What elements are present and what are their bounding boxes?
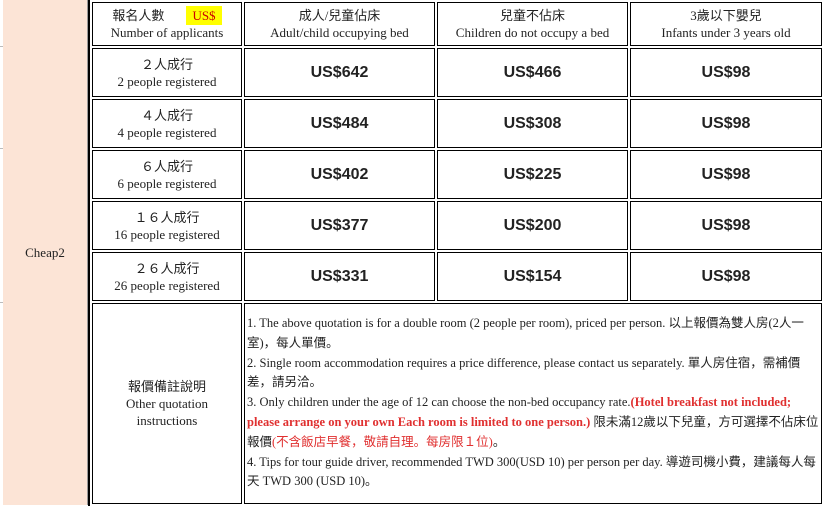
table-cell: １６人成行 16 people registered	[92, 201, 242, 250]
table-cell: US$642	[244, 48, 435, 97]
notes-text: 1. The above quotation is for a double r…	[244, 303, 822, 504]
notes-row: 報價備註說明 Other quotation instructions 1. The…	[92, 303, 822, 504]
table-row: ２人成行 2 people registered US$642 US$466 US$98	[92, 48, 822, 97]
header-adult: 成人/兒童佔床 Adult/child occupying bed	[244, 2, 435, 46]
table-row: ６人成行 6 people registered US$402 US$225 US$98	[92, 150, 822, 199]
table-cell: US$225	[437, 150, 628, 199]
table-cell: US$98	[630, 48, 822, 97]
row-gridline	[0, 148, 3, 149]
table-cell: ２人成行 2 people registered	[92, 48, 242, 97]
price-table: 報名人數 US$ Number of applicants 成人/兒童佔床 Adult…	[88, 0, 824, 506]
table-cell: US$154	[437, 252, 628, 301]
header-row: 報名人數 US$ Number of applicants 成人/兒童佔床 Adult…	[92, 2, 822, 46]
table-cell: US$466	[437, 48, 628, 97]
table-cell: US$98	[630, 150, 822, 199]
table-cell: US$308	[437, 99, 628, 148]
header-applicants: 報名人數 US$ Number of applicants	[92, 2, 242, 46]
table-cell: ６人成行 6 people registered	[92, 150, 242, 199]
table-cell: US$200	[437, 201, 628, 250]
table-cell: ２６人成行 26 people registered	[92, 252, 242, 301]
table-cell: ４人成行 4 people registered	[92, 99, 242, 148]
group-column	[3, 0, 88, 505]
header-child: 兒童不佔床 Children do not occupy a bed	[437, 2, 628, 46]
table-cell: US$98	[630, 99, 822, 148]
row-gridline	[0, 302, 3, 303]
table-cell: US$402	[244, 150, 435, 199]
table-row: ２６人成行 26 people registered US$331 US$154 US$…	[92, 252, 822, 301]
table-cell: US$377	[244, 201, 435, 250]
row-gridline	[0, 46, 3, 47]
header-infant: 3歲以下嬰兒 Infants under 3 years old	[630, 2, 822, 46]
table-cell: US$484	[244, 99, 435, 148]
table-row: １６人成行 16 people registered US$377 US$200 US$…	[92, 201, 822, 250]
table-cell: US$331	[244, 252, 435, 301]
table-cell: US$98	[630, 201, 822, 250]
notes-label: 報價備註說明 Other quotation instructions	[92, 303, 242, 504]
table-cell: US$98	[630, 252, 822, 301]
group-label: Cheap2	[25, 245, 65, 260]
table-row: ４人成行 4 people registered US$484 US$308 US$98	[92, 99, 822, 148]
currency-badge: US$	[186, 6, 222, 25]
